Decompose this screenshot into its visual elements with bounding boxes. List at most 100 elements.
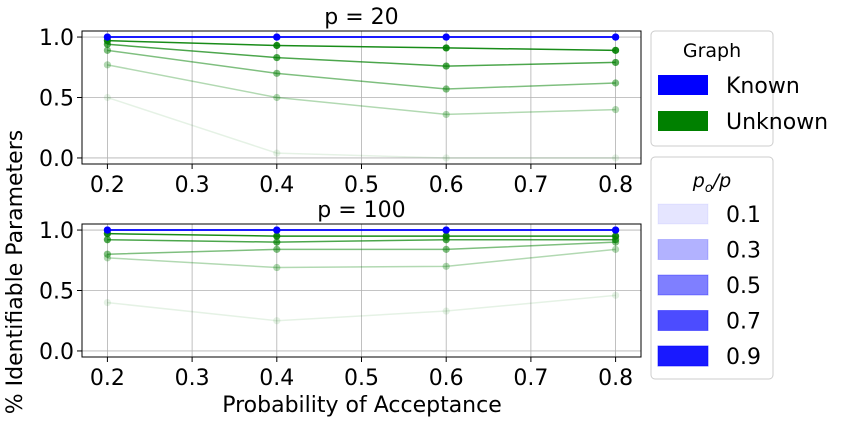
p1-point-unknown-0.1-0.4	[273, 317, 281, 325]
x-axis-label: Probability of Acceptance	[222, 393, 502, 418]
p0-point-unknown-0.1-0.6	[442, 154, 450, 162]
p0-point-unknown-0.9-0.8	[611, 46, 620, 54]
p0-point-unknown-0.9-0.6	[442, 44, 450, 52]
p0-point-unknown-0.3-0.6	[442, 110, 450, 119]
p0-xtick-label-0.6: 0.6	[429, 173, 464, 198]
p0-point-unknown-0.5-0.6	[442, 85, 450, 93]
p0-point-unknown-0.7-0.8	[611, 58, 620, 67]
legend-swatch-ratio-0.9	[657, 345, 709, 367]
legend-swatch-ratio-0.5	[657, 274, 709, 296]
p0-point-unknown-0.7-0.6	[442, 62, 450, 70]
p0-title: p = 20	[324, 5, 398, 30]
p1-line-unknown-0.9	[107, 232, 616, 237]
legend-label-ratio-0.1: 0.1	[726, 203, 761, 228]
legend-label-ratio-0.9: 0.9	[726, 345, 761, 370]
p1-point-unknown-0.5-0.6	[442, 245, 450, 253]
p1-point-unknown-0.3-0.8	[611, 245, 620, 253]
p1-line-unknown-0.1	[107, 294, 616, 322]
p1-ytick-label-0.0: 0.0	[39, 340, 74, 365]
p1-title: p = 100	[317, 198, 405, 223]
legend-label-ratio-0.3: 0.3	[726, 239, 761, 264]
legend-swatch-ratio-0.3	[657, 239, 709, 260]
p0-series-known-0.9	[103, 33, 620, 41]
p0-point-unknown-0.3-0.8	[611, 105, 620, 114]
y-axis-label: % Identifiable Parameters	[3, 130, 28, 414]
p0-ytick-label-0.0: 0.0	[39, 147, 74, 172]
p0-point-unknown-0.1-0.8	[611, 154, 620, 162]
p1-point-known-0.9-0.8	[611, 226, 620, 234]
p0-xtick-label-0.7: 0.7	[513, 173, 548, 198]
p0-xtick-label-0.5: 0.5	[344, 173, 379, 198]
panel-p100: 0.2 0.3 0.4 0.5 0.6 0.7 0.8 0.0 0.5 1.0 p = 100	[39, 198, 642, 391]
p1-point-unknown-0.5-0.2	[103, 250, 112, 258]
legend-label-unknown: Unknown	[726, 110, 828, 135]
p0-point-known-0.9-0.4	[273, 33, 281, 41]
p0-line-unknown-0.9	[107, 39, 616, 52]
p0-series-unknown-0.9	[103, 37, 620, 54]
p1-ytick-label-0.5: 0.5	[39, 280, 74, 305]
legend-swatch-ratio-0.7	[657, 310, 709, 331]
p1-point-unknown-0.1-0.2	[103, 298, 112, 307]
p0-series-unknown-0.3	[103, 61, 620, 119]
p1-xtick-label-0.4: 0.4	[259, 366, 294, 391]
legend-swatch-known	[658, 75, 708, 95]
p1-xtick-label-0.5: 0.5	[344, 366, 379, 391]
p1-xtick-label-0.7: 0.7	[513, 366, 548, 391]
p1-xtick-label-0.6: 0.6	[429, 366, 464, 391]
p1-xtick-label-0.3: 0.3	[175, 366, 210, 391]
p1-point-unknown-0.3-0.6	[442, 262, 450, 270]
p0-point-unknown-0.3-0.4	[273, 93, 281, 102]
p1-line-unknown-0.3	[107, 248, 616, 269]
p1-xtick-label-0.2: 0.2	[90, 366, 125, 391]
p1-point-unknown-0.1-0.6	[442, 307, 450, 315]
p1-point-unknown-0.1-0.8	[611, 291, 620, 299]
p1-line-unknown-0.7	[107, 238, 616, 243]
p0-ytick-label-1.0: 1.0	[39, 26, 74, 51]
p1-series-unknown-0.3	[103, 245, 620, 272]
p0-point-known-0.9-0.2	[103, 33, 112, 41]
p0-line-unknown-0.3	[107, 64, 616, 116]
legend-ratio: po/p 0.1 0.3 0.5 0.7 0.9	[650, 156, 774, 380]
legend-label-ratio-0.5: 0.5	[726, 274, 761, 299]
p0-series-unknown-0.5	[103, 46, 620, 93]
p0-point-unknown-0.5-0.2	[103, 46, 112, 54]
p1-series-known-0.9	[103, 226, 620, 234]
legend-label-known: Known	[726, 74, 800, 99]
legend-graph-title: Graph	[683, 40, 741, 62]
p1-point-known-0.9-0.2	[103, 226, 112, 234]
p1-series-unknown-0.1	[103, 291, 620, 325]
p0-xtick-label-0.8: 0.8	[598, 173, 633, 198]
p1-ytick-label-1.0: 1.0	[39, 219, 74, 244]
p1-point-unknown-0.3-0.4	[273, 263, 281, 272]
p1-point-unknown-0.7-0.2	[103, 236, 112, 244]
p0-line-unknown-0.1	[107, 96, 616, 159]
p1-point-unknown-0.7-0.4	[273, 238, 281, 246]
p1-point-unknown-0.9-0.6	[442, 232, 450, 240]
p1-xtick-label-0.8: 0.8	[598, 366, 633, 391]
p0-point-known-0.9-0.8	[611, 33, 620, 41]
p1-point-unknown-0.9-0.8	[611, 232, 620, 240]
p0-point-unknown-0.1-0.2	[103, 93, 112, 102]
p1-point-unknown-0.9-0.4	[273, 232, 281, 240]
p0-xtick-label-0.2: 0.2	[90, 173, 125, 198]
p0-line-unknown-0.7	[107, 43, 616, 67]
legend-graph: Graph Known Unknown	[650, 30, 828, 147]
p0-point-known-0.9-0.6	[442, 33, 450, 41]
p0-point-unknown-0.7-0.4	[273, 54, 281, 62]
p0-point-unknown-0.5-0.4	[273, 69, 281, 77]
p0-point-unknown-0.5-0.8	[611, 79, 620, 87]
p0-series-unknown-0.1	[103, 93, 620, 162]
p0-xtick-label-0.4: 0.4	[259, 173, 294, 198]
p0-ytick-label-0.5: 0.5	[39, 87, 74, 112]
p1-point-unknown-0.5-0.4	[273, 245, 281, 253]
p1-point-known-0.9-0.4	[273, 226, 281, 234]
p0-point-unknown-0.3-0.2	[103, 61, 112, 69]
p0-point-unknown-0.1-0.4	[273, 149, 281, 157]
legend-ratio-title: po/p	[692, 170, 732, 196]
p0-point-unknown-0.9-0.4	[273, 41, 281, 50]
p1-point-known-0.9-0.6	[442, 226, 450, 234]
panel-p20: 0.2 0.3 0.4 0.5 0.6 0.7 0.8 0.0 0.5 1.0 p = 20	[39, 5, 642, 198]
p1-line-unknown-0.5	[107, 241, 616, 255]
legend-label-ratio-0.7: 0.7	[726, 310, 761, 335]
